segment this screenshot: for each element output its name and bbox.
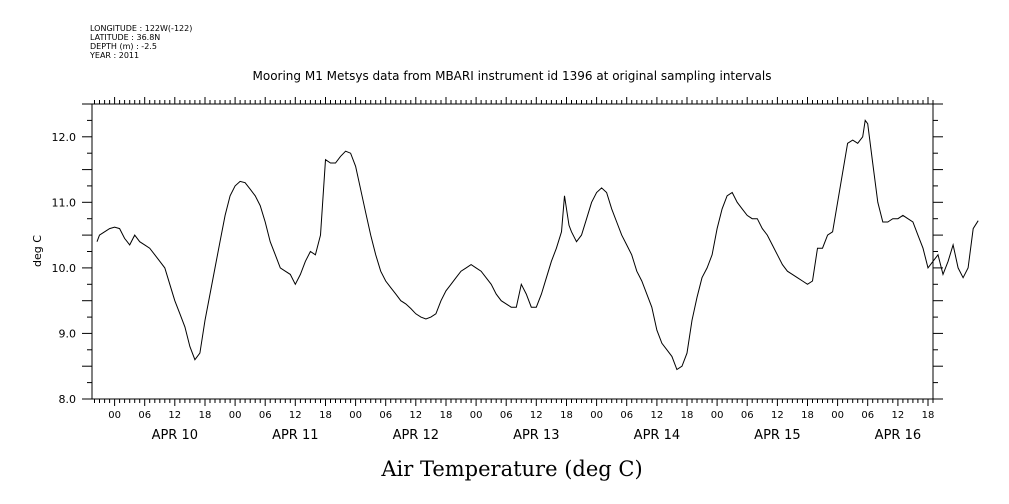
y-tick-label: 8.0: [59, 393, 77, 406]
x-tick-label-day: APR 13: [513, 428, 559, 443]
metadata-longitude: LONGITUDE : 122W(-122): [90, 24, 192, 33]
x-axis-label: Air Temperature (deg C): [380, 457, 642, 481]
x-tick-label-day: APR 11: [272, 428, 318, 443]
x-tick-label-hour: 12: [409, 410, 422, 421]
x-tick-label-hour: 00: [470, 410, 483, 421]
x-tick-label-hour: 00: [831, 410, 844, 421]
x-tick-label-hour: 18: [440, 410, 453, 421]
x-tick-label-day: APR 14: [634, 428, 680, 443]
x-tick-label-hour: 18: [801, 410, 814, 421]
x-tick-label-hour: 12: [892, 410, 905, 421]
x-tick-label-hour: 06: [861, 410, 874, 421]
x-tick-label-day: APR 15: [754, 428, 800, 443]
y-tick-label: 10.0: [52, 262, 77, 275]
x-tick-label-hour: 12: [771, 410, 784, 421]
axis-tick-labels: 00 06 12 18 00 06 12 18 00 06 12 18 00 06 12 18 00 06 12 18…: [52, 131, 935, 443]
series-line-air-temperature: [96, 119, 979, 371]
x-tick-label-hour: 06: [500, 410, 513, 421]
metadata-year: YEAR : 2011: [89, 51, 139, 60]
metadata-block: LONGITUDE : 122W(-122) LATITUDE : 36.8N …: [89, 24, 192, 60]
x-tick-label-hour: 00: [590, 410, 603, 421]
x-tick-label-hour: 12: [651, 410, 664, 421]
axis-ticks: [82, 97, 943, 406]
y-tick-label: 9.0: [59, 327, 77, 340]
x-tick-label-hour: 18: [922, 410, 935, 421]
x-tick-label-hour: 18: [319, 410, 332, 421]
x-tick-label-hour: 18: [681, 410, 694, 421]
x-tick-label-hour: 12: [168, 410, 181, 421]
x-tick-label-day: APR 16: [875, 428, 921, 443]
x-tick-label-hour: 06: [741, 410, 754, 421]
x-tick-label-hour: 12: [289, 410, 302, 421]
metadata-depth: DEPTH (m) : -2.5: [90, 42, 157, 51]
x-tick-label-hour: 00: [711, 410, 724, 421]
y-tick-label: 12.0: [52, 131, 77, 144]
x-tick-label-hour: 06: [620, 410, 633, 421]
x-tick-label-hour: 06: [379, 410, 392, 421]
x-tick-label-hour: 00: [349, 410, 362, 421]
x-tick-label-day: APR 10: [152, 428, 198, 443]
x-tick-label-hour: 06: [259, 410, 272, 421]
x-tick-label-hour: 00: [229, 410, 242, 421]
x-tick-label-hour: 18: [199, 410, 212, 421]
x-tick-label-hour: 00: [108, 410, 121, 421]
x-tick-label-hour: 12: [530, 410, 543, 421]
y-axis-label: deg C: [31, 235, 44, 267]
x-tick-label-hour: 06: [138, 410, 151, 421]
y-tick-label: 11.0: [52, 196, 77, 209]
chart-title: Mooring M1 Metsys data from MBARI instru…: [253, 69, 772, 83]
x-tick-label-day: APR 12: [393, 428, 439, 443]
x-tick-label-hour: 18: [560, 410, 573, 421]
metadata-latitude: LATITUDE : 36.8N: [90, 33, 160, 42]
